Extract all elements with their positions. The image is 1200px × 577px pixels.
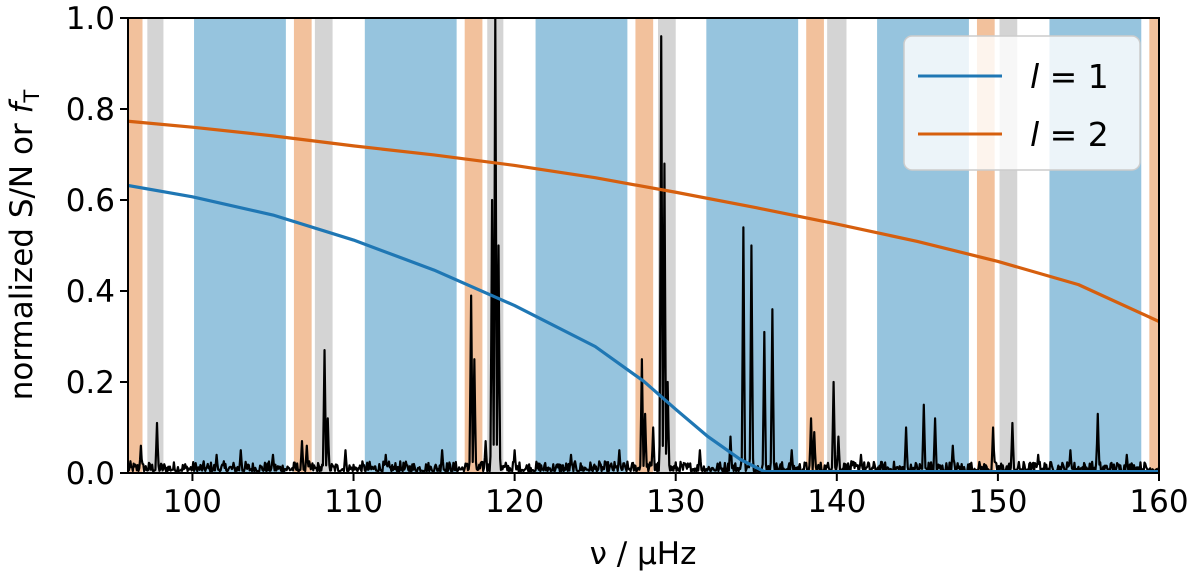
y-tick-label: 1.0: [66, 1, 115, 37]
y-axis-label-main: normalized S/N or: [4, 113, 40, 400]
band-l2-3: [293, 18, 312, 473]
x-tick-label: 100: [163, 484, 222, 520]
band-l0-8: [535, 18, 628, 473]
x-tick-label: 150: [968, 484, 1027, 520]
band-l3-1: [147, 18, 164, 473]
legend-box: [903, 35, 1141, 171]
series-line-2: [128, 119, 1159, 323]
band-l0-5: [364, 18, 457, 473]
series-lines: [128, 119, 1159, 473]
x-axis-ticks: 100 110 120 130 140 150 160: [163, 473, 1189, 520]
plot-frame: [127, 17, 1160, 474]
band-l2-6: [464, 18, 483, 473]
y-tick-label: 0.4: [66, 274, 115, 310]
y-tick-label: 0.2: [66, 365, 115, 401]
x-tick-label: 110: [324, 484, 383, 520]
band-l2-12: [806, 18, 824, 473]
x-tick-label: 160: [1129, 484, 1188, 520]
x-axis-label: ν / μHz: [590, 536, 697, 572]
band-l2-0: [128, 18, 143, 473]
band-l0-2: [194, 18, 286, 473]
legend: l = 1 l = 2: [903, 35, 1141, 171]
x-tick-label: 140: [807, 484, 866, 520]
y-axis-label: normalized S/N or fT: [4, 90, 44, 401]
y-tick-label: 0.0: [66, 456, 115, 492]
spectrum-trace: [128, 18, 1159, 473]
band-l2-9: [635, 18, 654, 473]
power-spectrum: [128, 18, 1159, 473]
y-axis-ticks: 0.0 0.2 0.4 0.6 0.8 1.0: [66, 1, 128, 492]
band-l3-13: [827, 18, 847, 473]
band-l3-4: [314, 18, 333, 473]
x-tick-label: 120: [485, 484, 544, 520]
mode-bands: [128, 18, 1159, 473]
y-axis-label-subscript: T: [20, 90, 44, 104]
x-tick-label: 130: [646, 484, 705, 520]
legend-label-l2: l = 2: [1030, 115, 1109, 154]
band-l2-18: [1149, 18, 1159, 473]
series-line-1: [128, 183, 1159, 473]
y-tick-label: 0.8: [66, 92, 115, 128]
y-tick-label: 0.6: [66, 183, 115, 219]
legend-label-l1: l = 1: [1030, 57, 1109, 96]
